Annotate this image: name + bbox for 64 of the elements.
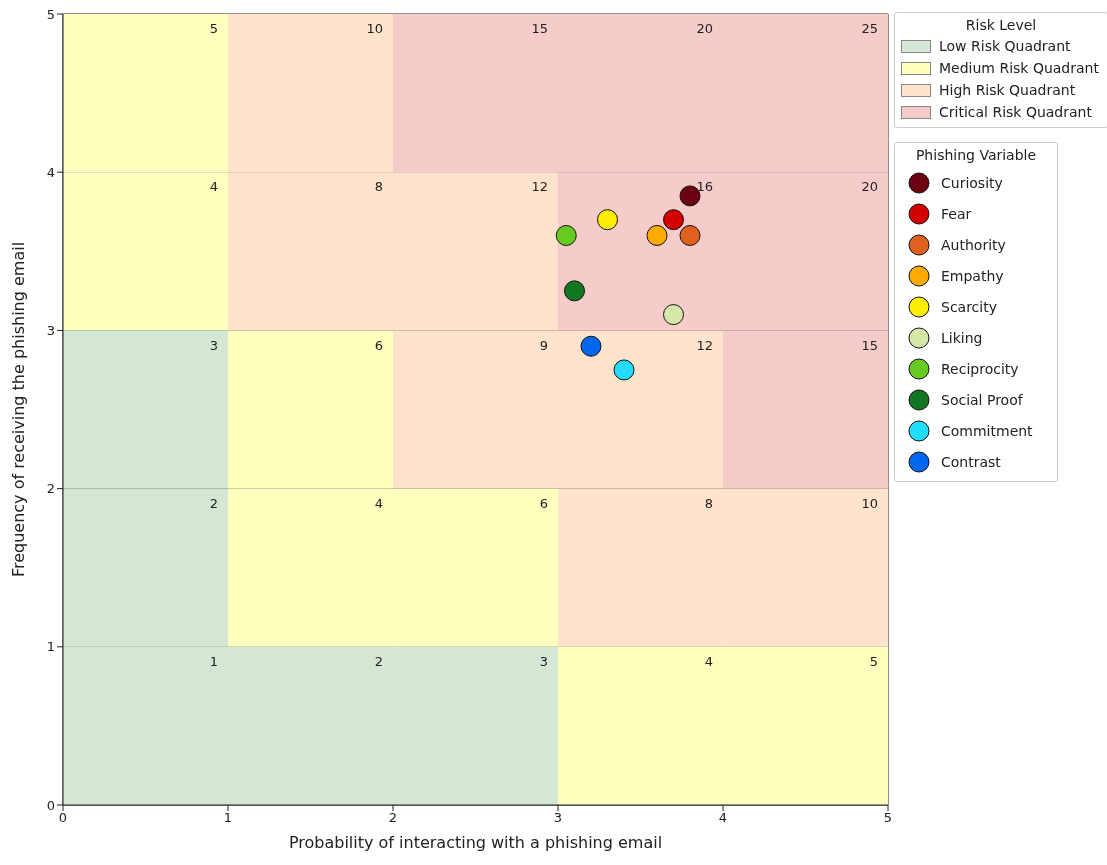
data-label: 16 — [696, 179, 713, 195]
legend-label: Social Proof — [941, 391, 1023, 408]
legend-title: Phishing Variable — [914, 147, 1038, 163]
data-label: 20 — [696, 21, 713, 37]
data-label: 9 — [539, 337, 548, 353]
data-label: 8 — [374, 179, 383, 195]
legend-label: Contrast — [941, 453, 1001, 470]
x-axis-title: Probability of interacting with a phishing email — [288, 833, 663, 852]
data-label: 6 — [374, 337, 383, 353]
data-label: 5 — [869, 654, 878, 670]
data-label: 10 — [366, 21, 383, 37]
text: Risk Level — [964, 17, 1038, 33]
point — [646, 224, 668, 246]
legend-label: Commitment — [941, 422, 1033, 439]
legend-label: Liking — [941, 329, 983, 346]
data-label: 3 — [209, 337, 218, 353]
y-axis-title: Frequency of receiving the phishing email — [8, 241, 28, 578]
point — [555, 224, 577, 246]
y-tick-label: 3 — [46, 323, 55, 339]
data-label: 25 — [861, 21, 878, 37]
point — [597, 209, 618, 231]
data-label: 15 — [531, 21, 548, 37]
legend-label: Medium Risk Quadrant — [939, 60, 1099, 76]
legend-label: Reciprocity — [941, 360, 1019, 377]
y-tick-label: 4 — [46, 164, 55, 180]
data-label: 2 — [374, 654, 383, 670]
legend-label: Scarcity — [941, 298, 997, 315]
legend-label: Curiosity — [941, 174, 1003, 191]
data-label: 4 — [704, 654, 713, 670]
data-label: 20 — [861, 179, 878, 195]
data-label: 6 — [539, 495, 548, 511]
data-label: 12 — [696, 337, 713, 353]
x-tick-label: 5 — [883, 810, 893, 826]
x-tick-label: 4 — [718, 810, 728, 826]
data-label: 4 — [374, 495, 383, 511]
y-tick-label: 0 — [46, 797, 55, 813]
legend-label: Fear — [941, 205, 972, 222]
point — [580, 335, 602, 357]
y-tick-label: 1 — [46, 639, 55, 655]
legend-label: Empathy — [941, 267, 1004, 284]
point — [663, 209, 684, 231]
data-label: 2 — [209, 495, 218, 511]
data-label: 5 — [209, 21, 218, 37]
data-label: 12 — [531, 179, 548, 195]
data-label: 15 — [861, 337, 878, 353]
legend-label: High Risk Quadrant — [939, 82, 1076, 98]
x-tick-label: 2 — [388, 810, 398, 826]
x-tick-label: 1 — [223, 810, 233, 826]
x-tick-label: 0 — [58, 810, 68, 826]
point — [679, 224, 701, 246]
legend-label: Critical Risk Quadrant — [939, 104, 1092, 120]
data-label: 3 — [539, 654, 548, 670]
legend-label: Low Risk Quadrant — [939, 38, 1071, 54]
y-tick-label: 5 — [46, 6, 55, 22]
legend-label: Authority — [941, 236, 1006, 253]
data-label: 1 — [209, 654, 218, 670]
data-label: 4 — [209, 179, 218, 195]
y-tick-label: 2 — [46, 481, 55, 497]
point — [564, 280, 585, 302]
data-label: 10 — [861, 495, 878, 511]
x-tick-label: 3 — [553, 810, 563, 826]
point — [663, 304, 684, 326]
data-label: 8 — [704, 495, 713, 511]
point — [613, 359, 635, 381]
